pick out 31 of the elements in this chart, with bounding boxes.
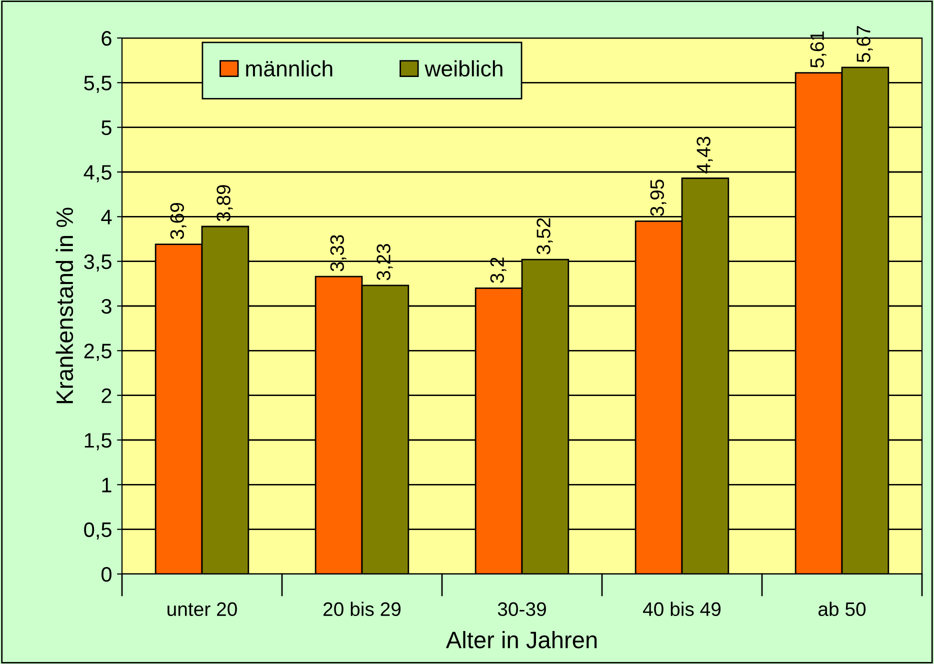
data-label: 5,61 (810, 31, 826, 68)
y-tick-label: 1,5 (84, 433, 112, 450)
data-label: 3,89 (216, 185, 233, 222)
y-tick-label: 0 (102, 567, 112, 582)
data-label: 3,33 (330, 235, 346, 272)
y-tick-label: 2 (102, 388, 112, 403)
x-tick-label: unter 20 (168, 602, 237, 616)
x-axis-title: Alter in Jahren (446, 631, 597, 648)
data-label: 3,69 (170, 202, 186, 240)
x-tick-label: 30-39 (498, 602, 546, 616)
x-tick-label: ab 50 (818, 602, 866, 616)
x-tick-label: 40 bis 49 (642, 602, 721, 616)
data-label: 3,52 (536, 218, 553, 254)
data-label: 3,2 (490, 258, 506, 283)
y-tick-label: 0,5 (84, 522, 112, 540)
x-tick-label: 20 bis 29 (324, 602, 401, 616)
y-tick-label: 6 (102, 31, 112, 46)
y-tick-label: 5,5 (84, 76, 112, 93)
legend-label: weiblich (424, 60, 502, 77)
data-label: 3,95 (650, 180, 666, 216)
data-label: 4,43 (696, 136, 713, 174)
y-tick-label: 5 (102, 120, 112, 136)
data-label: 3,23 (376, 244, 393, 280)
y-tick-label: 4,5 (84, 165, 112, 182)
y-axis-title: Krankenstand in % (56, 208, 74, 404)
y-tick-label: 3 (101, 299, 112, 314)
y-tick-label: 4 (101, 210, 112, 224)
legend-label: männlich (246, 60, 332, 77)
y-tick-label: 2,5 (84, 344, 112, 361)
y-tick-label: 3,5 (84, 254, 112, 272)
y-tick-label: 1 (102, 478, 112, 492)
